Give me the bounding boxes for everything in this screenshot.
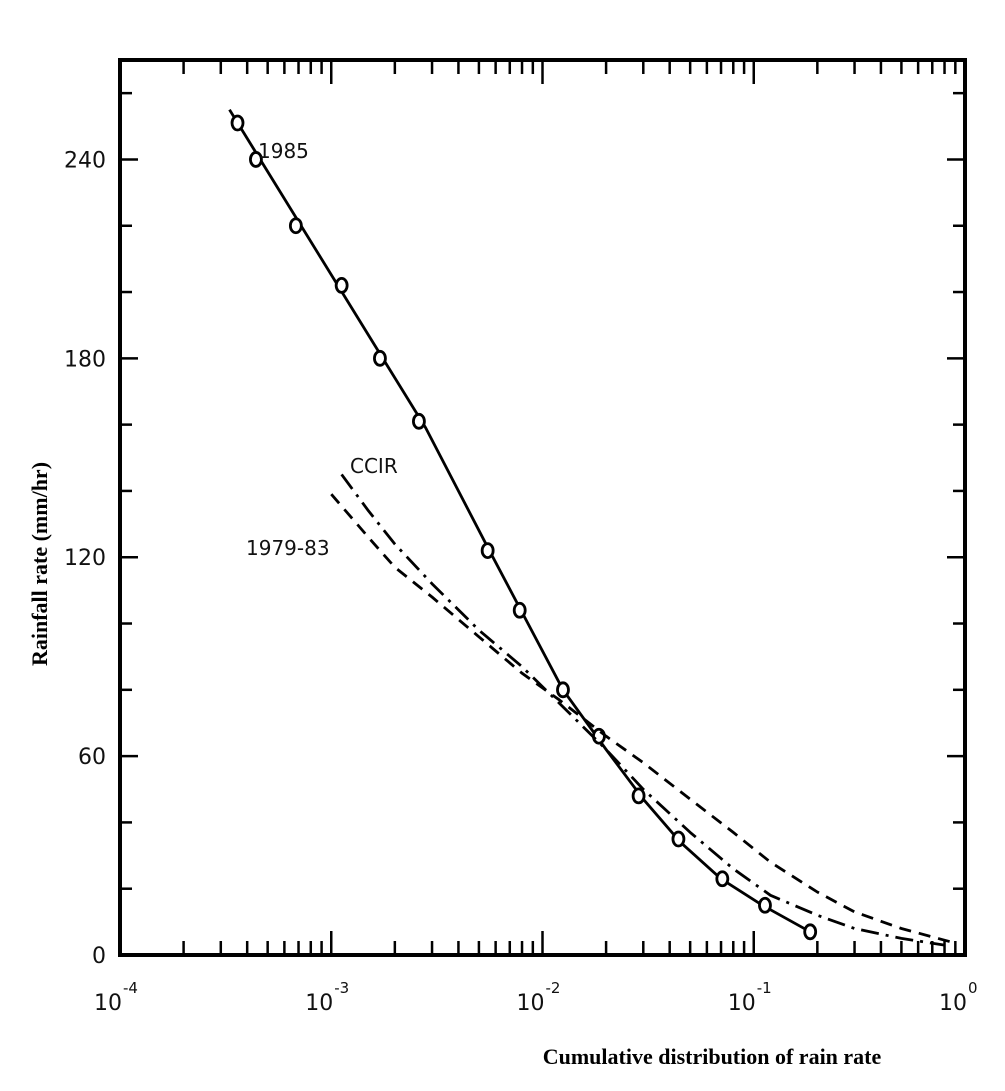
y-axis-title: Rainfall rate (mm/hr) (27, 462, 52, 666)
data-point (556, 681, 570, 699)
x-axis-title: Cumulative distribution of rain rate (543, 1044, 882, 1069)
plot-frame (118, 58, 967, 957)
x-tick-label: 10-2 (517, 979, 561, 1016)
data-point (631, 787, 646, 805)
x-tick-label-exponent: -2 (546, 979, 561, 997)
data-point (230, 114, 245, 132)
data-point (412, 412, 426, 430)
data-point (334, 277, 349, 294)
x-tick-label-base: 10 (517, 991, 545, 1016)
tick-marks (118, 60, 967, 957)
x-tick-label: 10-3 (305, 979, 349, 1016)
series-label-ccir: CCIR (350, 454, 398, 478)
y-tick-label: 120 (64, 546, 106, 571)
data-point (592, 727, 606, 745)
x-tick-label: 10-1 (728, 979, 772, 1016)
x-tick-label-base: 10 (94, 991, 122, 1016)
x-tick-label: 100 (939, 979, 978, 1016)
y-tick-label: 180 (64, 347, 106, 372)
data-point (758, 896, 772, 914)
x-tick-label-exponent: 0 (968, 979, 978, 997)
series-line-0 (228, 108, 811, 934)
series-line-2 (330, 493, 951, 944)
x-tick-label: 10-4 (94, 979, 138, 1016)
data-point (249, 151, 263, 168)
series-label-1985: 1985 (258, 139, 309, 163)
x-tick-label-exponent: -3 (334, 979, 349, 997)
data-point (288, 217, 303, 235)
data-point (373, 349, 387, 367)
data-point (512, 601, 527, 619)
data-point (803, 923, 818, 941)
data-point (480, 542, 495, 559)
x-tick-label-exponent: -4 (123, 979, 138, 997)
x-tick-label-base: 10 (728, 991, 756, 1016)
x-tick-label-base: 10 (939, 991, 967, 1016)
data-point (715, 870, 730, 888)
y-tick-label: 0 (92, 944, 106, 969)
x-tick-label-base: 10 (305, 991, 333, 1016)
y-tick-label: 240 (64, 148, 106, 173)
series-line-1 (340, 473, 945, 947)
series-layer (228, 108, 951, 947)
series-label-1979-83: 1979-83 (246, 536, 330, 560)
data-point (671, 830, 686, 848)
x-tick-label-exponent: -1 (757, 979, 772, 997)
y-tick-label: 60 (78, 745, 106, 770)
